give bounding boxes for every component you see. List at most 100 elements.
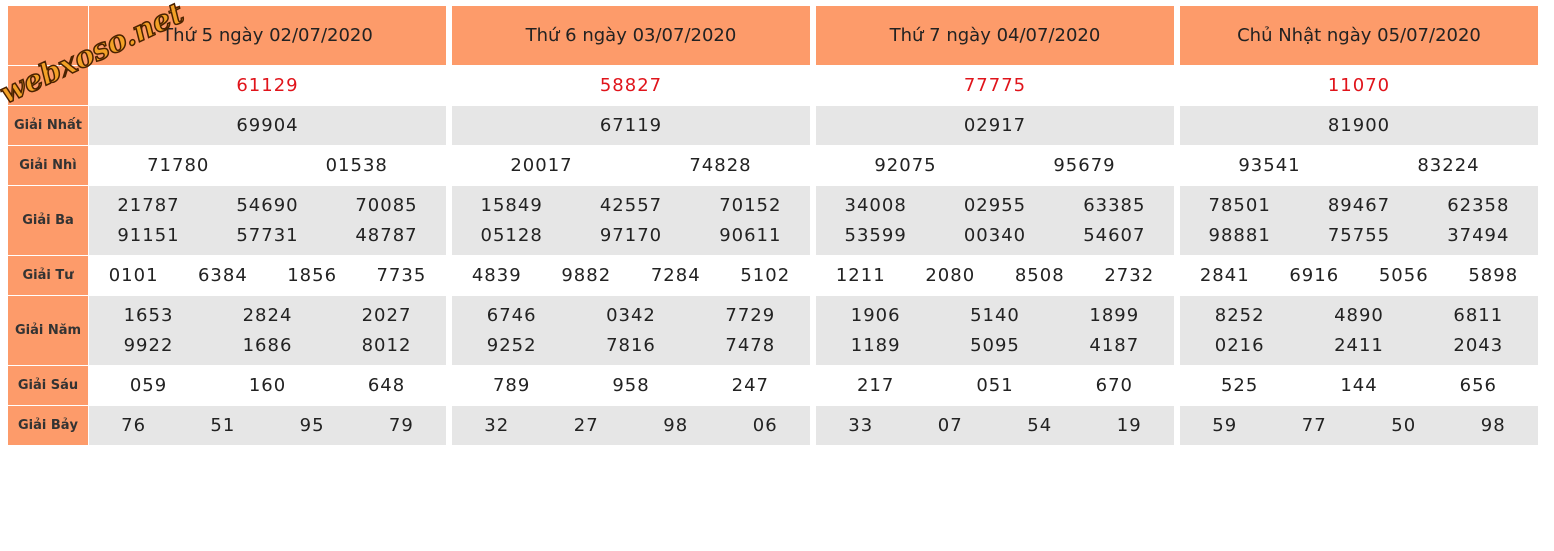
prize-number: 98 (1480, 414, 1506, 436)
prize-number: 48787 (355, 224, 418, 246)
prize-number: 8012 (361, 334, 412, 356)
prize-number: 051 (976, 374, 1014, 396)
prize-cell: 32 27 98 06 (446, 406, 810, 445)
prize-number: 247 (731, 374, 769, 396)
prize-cell: 2841 6916 5056 5898 (1174, 256, 1538, 295)
prize-number: 54 (1027, 414, 1053, 436)
prize-number: 4839 (471, 264, 522, 286)
watermark-layer: webxoso.net (0, 0, 190, 111)
results-table: Thứ 5 ngày 02/07/2020 Thứ 6 ngày 03/07/20… (8, 6, 1538, 445)
prize-cell: 76 51 95 79 (88, 406, 446, 445)
items: 525 144 656 (1180, 371, 1538, 401)
items: 78501 89467 62358 98881 75755 37494 (1180, 191, 1538, 251)
items: 69904 (89, 111, 446, 141)
items: 15849 42557 70152 05128 97170 90611 (452, 191, 810, 251)
items: 1211 2080 8508 2732 (816, 261, 1174, 291)
day-header: Thứ 5 ngày 02/07/2020 (88, 6, 446, 65)
prize-label: Giải Bảy (8, 406, 88, 445)
prize-number: 1856 (287, 264, 338, 286)
day-header: Chủ Nhật ngày 05/07/2020 (1174, 6, 1538, 65)
special-cell: 11070 (1174, 66, 1538, 105)
prize-number: 83224 (1417, 154, 1480, 176)
prize-number: 95 (299, 414, 325, 436)
prize-number: 75755 (1327, 224, 1391, 246)
prize-cell: 4839 9882 7284 5102 (446, 256, 810, 295)
items: 81900 (1180, 111, 1538, 141)
prize-cell: 34008 02955 63385 53599 00340 54607 (810, 186, 1174, 255)
prize-number: 217 (856, 374, 895, 396)
items: 4839 9882 7284 5102 (452, 261, 810, 291)
prize-number: 62358 (1447, 194, 1510, 216)
prize-cell: 8252 4890 6811 0216 2411 2043 (1174, 296, 1538, 365)
prize-number: 1189 (850, 334, 901, 356)
prize-number: 7478 (725, 334, 776, 356)
prize-number: 059 (129, 374, 168, 396)
prize-cell: 59 77 50 98 (1174, 406, 1538, 445)
prize-number: 50 (1391, 414, 1417, 436)
prize-number: 59 (1212, 414, 1238, 436)
prize-number: 1653 (123, 304, 174, 326)
prize-number: 06 (752, 414, 778, 436)
items: 6746 0342 7729 9252 7816 7478 (452, 301, 810, 361)
special-number: 61129 (236, 74, 299, 96)
prize-cell: 1211 2080 8508 2732 (810, 256, 1174, 295)
prize-number: 7816 (606, 334, 656, 356)
items: 59 77 50 98 (1180, 411, 1538, 441)
prize-number: 1211 (835, 264, 886, 286)
prize-number: 21787 (117, 194, 180, 216)
prize-cell: 20017 74828 (446, 146, 810, 185)
prize-number: 01538 (325, 154, 388, 176)
items: 217 051 670 (816, 371, 1174, 401)
prize-number: 54607 (1083, 224, 1146, 246)
prize-number: 6916 (1289, 264, 1340, 286)
prize-number: 5056 (1378, 264, 1429, 286)
special-number: 77775 (963, 74, 1027, 96)
prize-number: 20017 (510, 154, 573, 176)
prize-number: 70152 (719, 194, 782, 216)
prize-number: 7284 (650, 264, 701, 286)
prize-number: 77 (1301, 414, 1327, 436)
prize-number: 93541 (1238, 154, 1301, 176)
items: 93541 83224 (1180, 151, 1538, 181)
items: 34008 02955 63385 53599 00340 54607 (816, 191, 1174, 251)
items: 20017 74828 (452, 151, 810, 181)
prize-number: 27 (573, 414, 599, 436)
prize-number: 1899 (1089, 304, 1140, 326)
prize-cell: 217 051 670 (810, 366, 1174, 405)
prize-number: 670 (1095, 374, 1133, 396)
prize-cell: 71780 01538 (88, 146, 446, 185)
prize-number: 6384 (197, 264, 248, 286)
prize-number: 9882 (561, 264, 612, 286)
prize-number: 89467 (1327, 194, 1391, 216)
prize-number: 6746 (486, 304, 537, 326)
prize-cell: 67119 (446, 106, 810, 145)
prize-number: 33 (848, 414, 874, 436)
prize-cell: 1653 2824 2027 9922 1686 8012 (88, 296, 446, 365)
prize-cell: 93541 83224 (1174, 146, 1538, 185)
prize-number: 71780 (147, 154, 210, 176)
prize-label: Giải Tư (8, 256, 88, 295)
prize-number: 54690 (236, 194, 299, 216)
prize-number: 97170 (599, 224, 663, 246)
prize-cell: 92075 95679 (810, 146, 1174, 185)
prize-number: 90611 (719, 224, 782, 246)
prize-cell: 78501 89467 62358 98881 75755 37494 (1174, 186, 1538, 255)
special-cell: 58827 (446, 66, 810, 105)
items: 92075 95679 (816, 151, 1174, 181)
items: 1653 2824 2027 9922 1686 8012 (89, 301, 446, 361)
items: 61129 (89, 71, 446, 101)
prize-cell: 15849 42557 70152 05128 97170 90611 (446, 186, 810, 255)
prize-number: 6811 (1453, 304, 1504, 326)
prize-number: 1686 (242, 334, 293, 356)
items: 11070 (1180, 71, 1538, 101)
prize-label: Giải Năm (8, 296, 88, 365)
prize-number: 2732 (1104, 264, 1155, 286)
prize-cell: 0101 6384 1856 7735 (88, 256, 446, 295)
prize-number: 7735 (376, 264, 427, 286)
prize-label: Giải Nhất (8, 106, 88, 145)
items: 33 07 54 19 (816, 411, 1174, 441)
prize-cell: 33 07 54 19 (810, 406, 1174, 445)
prize-cell: 1906 5140 1899 1189 5095 4187 (810, 296, 1174, 365)
items: 059 160 648 (89, 371, 446, 401)
